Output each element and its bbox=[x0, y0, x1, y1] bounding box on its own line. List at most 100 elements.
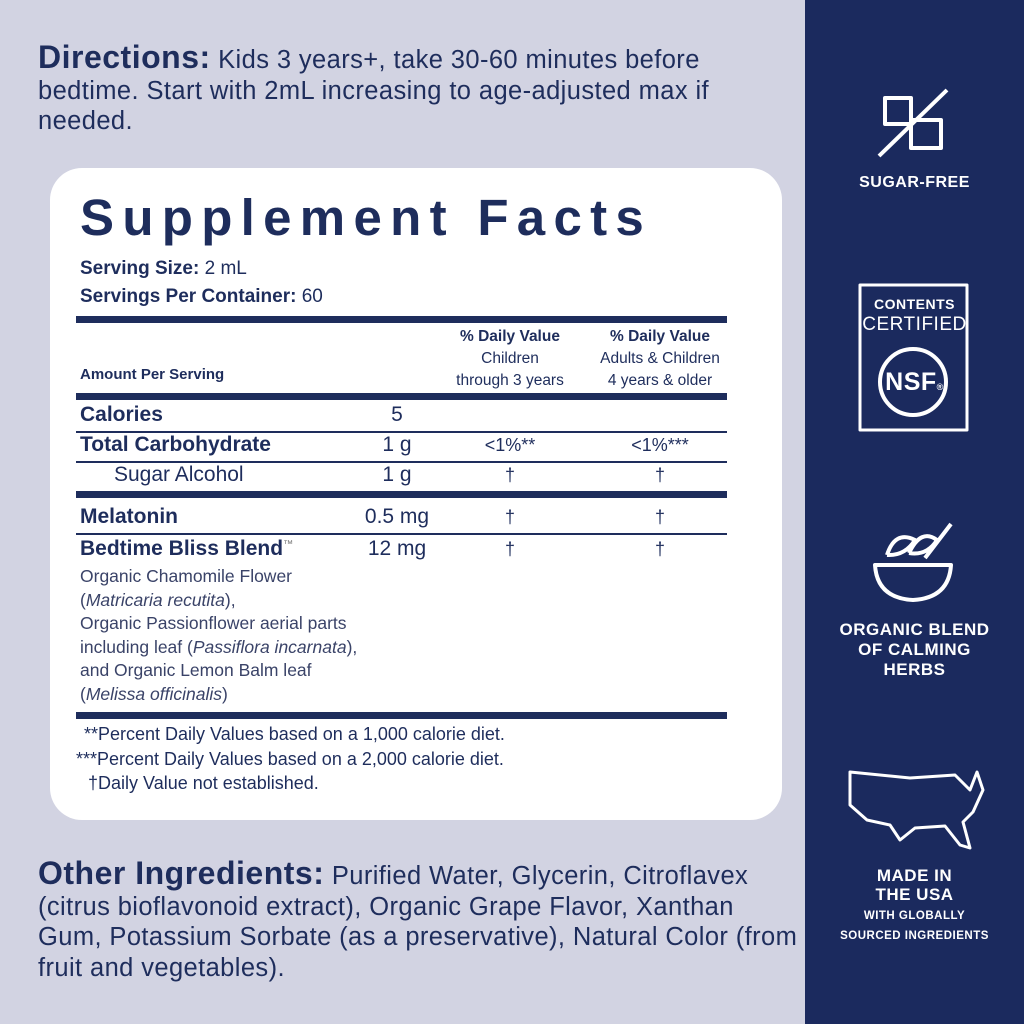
l: WITH GLOBALLY bbox=[863, 910, 966, 922]
s: through 3 years bbox=[456, 372, 564, 389]
row-dv: † bbox=[654, 465, 666, 485]
row-amount: 1 g bbox=[382, 433, 412, 456]
blend-line: and Organic Lemon Balm leaf bbox=[80, 659, 357, 683]
name: Melatonin bbox=[80, 505, 178, 528]
footnote: ***Percent Daily Values based on a 2,000… bbox=[76, 749, 504, 769]
bowl-icon bbox=[873, 563, 953, 602]
rule bbox=[76, 712, 727, 719]
s: 4 years & older bbox=[607, 372, 713, 389]
nsf-box bbox=[858, 283, 969, 432]
badge-label: MADE IN THE USA WITH GLOBALLY SOURCED INGRE… bbox=[805, 866, 1024, 944]
directions-label: Directions: bbox=[38, 39, 211, 75]
segment: ) bbox=[221, 683, 228, 704]
row-amount: 1 g bbox=[382, 463, 412, 486]
segment: Organic Chamomile Flower bbox=[80, 566, 293, 586]
badge-label: SUGAR-FREE bbox=[859, 174, 970, 191]
blend-line: Organic Passionflower aerial parts bbox=[80, 612, 357, 636]
dv-header: % Daily Value Adults & Children 4 years & … bbox=[600, 326, 720, 392]
footnote: †Daily Value not established. bbox=[88, 773, 319, 793]
segment: including leaf ( bbox=[80, 636, 193, 657]
rule bbox=[76, 431, 727, 433]
nsf-logo: NSF® bbox=[805, 368, 1024, 397]
segment: ), bbox=[346, 636, 358, 657]
label: Serving Size: bbox=[80, 258, 200, 279]
row-dv: <1%*** bbox=[631, 435, 689, 455]
facts-title: Supplement Facts bbox=[80, 189, 653, 246]
row-amount: 5 bbox=[391, 403, 403, 426]
segment: Melissa officinalis bbox=[85, 683, 222, 704]
rule bbox=[76, 491, 727, 498]
nsf-circle bbox=[878, 347, 948, 417]
row-name: Melatonin bbox=[80, 505, 178, 529]
segment: Passiflora incarnata bbox=[192, 636, 347, 657]
row-name: Calories bbox=[80, 403, 163, 427]
cube-icon bbox=[883, 96, 913, 126]
logo: NSF bbox=[885, 368, 937, 396]
mark: ™ bbox=[283, 539, 294, 550]
blend-line: (Melissa officinalis) bbox=[80, 683, 357, 707]
l: MADE IN bbox=[876, 866, 953, 885]
directions-text: Kids 3 years+, take 30-60 minutes before… bbox=[38, 46, 710, 135]
row-amount: 0.5 mg bbox=[364, 505, 430, 528]
badge-label: CONTENTS bbox=[874, 296, 955, 312]
row-dv: † bbox=[504, 465, 516, 485]
usa-icon bbox=[848, 770, 985, 850]
rule bbox=[76, 393, 727, 400]
row-name: Sugar Alcohol bbox=[114, 463, 244, 487]
row-dv: † bbox=[504, 507, 516, 527]
value: 60 bbox=[301, 286, 323, 307]
t: % Daily Value bbox=[610, 328, 710, 345]
serving-size: Serving Size: 2 mL bbox=[80, 258, 247, 280]
name: Total Carbohydrate bbox=[80, 433, 271, 456]
icons bbox=[848, 88, 985, 850]
segment: ( bbox=[80, 683, 86, 704]
slash bbox=[877, 88, 949, 158]
blend-line: Organic Chamomile Flower bbox=[80, 565, 357, 589]
badge-label: CERTIFIED bbox=[862, 314, 967, 335]
badge-label: ORGANIC BLEND OF CALMING HERBS bbox=[805, 620, 1024, 680]
reg: ® bbox=[936, 382, 944, 392]
blend-line: (Matricaria recutita), bbox=[80, 589, 357, 613]
t: % Daily Value bbox=[460, 328, 560, 345]
name: Bedtime Bliss Blend bbox=[80, 537, 284, 560]
l: HERBS bbox=[883, 660, 946, 679]
amount-header: Amount Per Serving bbox=[80, 366, 225, 383]
text: Purified Water, Glycerin, Citroflavex (c… bbox=[38, 862, 798, 982]
cube-icon bbox=[909, 118, 943, 150]
segment: and Organic Lemon Balm leaf bbox=[80, 660, 312, 680]
value: 2 mL bbox=[204, 258, 247, 279]
rule bbox=[76, 533, 727, 535]
label: Other Ingredients: bbox=[38, 855, 325, 891]
l: ORGANIC BLEND bbox=[839, 620, 990, 639]
segment: Organic Passionflower aerial parts bbox=[80, 613, 347, 633]
dv-header: % Daily Value Children through 3 years bbox=[456, 326, 564, 392]
herbs-icon bbox=[885, 522, 953, 560]
row-dv: † bbox=[504, 539, 516, 559]
row-name: Bedtime Bliss Blend™ bbox=[80, 537, 293, 561]
rule bbox=[76, 461, 727, 463]
name: Calories bbox=[80, 403, 163, 426]
servings: Servings Per Container: 60 bbox=[80, 286, 323, 308]
s: Children bbox=[481, 350, 539, 367]
directions: Directions: Kids 3 years+, take 30-60 mi… bbox=[38, 39, 738, 137]
segment: ), bbox=[224, 589, 236, 610]
row-dv: † bbox=[654, 507, 666, 527]
l: SOURCED INGREDIENTS bbox=[840, 930, 989, 942]
row-name: Total Carbohydrate bbox=[80, 433, 271, 457]
label: Servings Per Container: bbox=[80, 286, 297, 307]
row-amount: 12 mg bbox=[367, 537, 427, 560]
s: Adults & Children bbox=[600, 350, 720, 367]
segment: ( bbox=[80, 589, 86, 610]
row-dv: <1%** bbox=[484, 435, 536, 455]
rule bbox=[76, 316, 727, 323]
l: THE USA bbox=[875, 885, 954, 904]
name: Sugar Alcohol bbox=[114, 463, 244, 486]
footnote: **Percent Daily Values based on a 1,000 … bbox=[84, 724, 505, 744]
segment: Matricaria recutita bbox=[85, 589, 225, 610]
blend-description: Organic Chamomile Flower (Matricaria recu… bbox=[80, 565, 357, 706]
other-ingredients: Other Ingredients: Purified Water, Glyce… bbox=[38, 855, 798, 983]
sidebar bbox=[805, 0, 1024, 1024]
row-dv: † bbox=[654, 539, 666, 559]
l: OF CALMING bbox=[858, 640, 971, 659]
